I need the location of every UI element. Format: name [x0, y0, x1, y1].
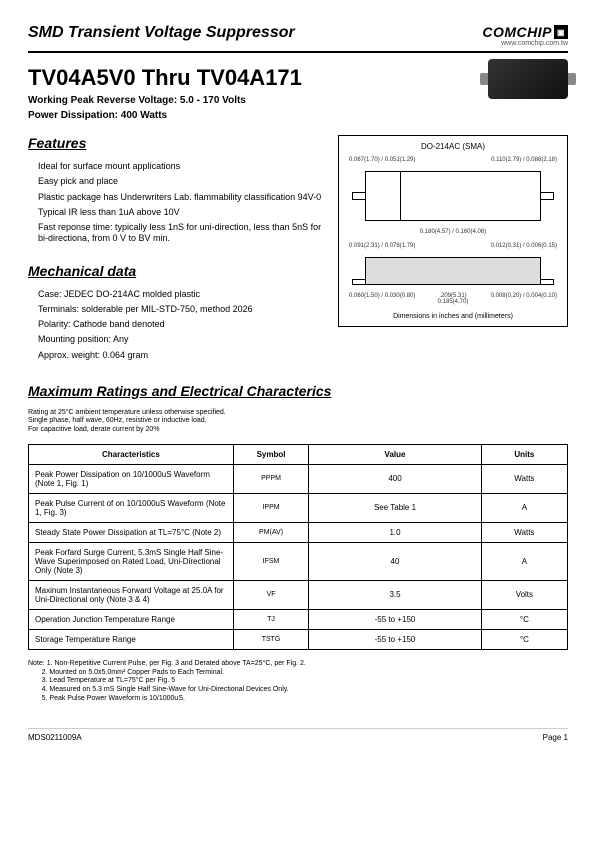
dim-top-bottom: 0.180(4.57) / 0.160(4.06)	[345, 229, 561, 235]
notes-label: Note:	[28, 660, 45, 667]
col-symbol: Symbol	[233, 444, 308, 464]
features-list: Ideal for surface mount applications Eas…	[28, 161, 326, 245]
package-side-view: 0.091(2.31) / 0.078(1.79) 0.012(0.31) / …	[345, 243, 561, 305]
page-footer: MDS0211009A Page 1	[28, 728, 568, 742]
ratings-table-body: Peak Power Dissipation on 10/1000uS Wave…	[29, 464, 568, 649]
dim-top-right: 0.110(2.79) / 0.086(2.18)	[491, 157, 557, 163]
table-row: Operation Junction Temperature RangeTJ-5…	[29, 609, 568, 629]
note-item: 5. Peak Pulse Power Waveform is 10/1000u…	[42, 695, 185, 702]
package-top-view: 0.067(1.70) / 0.051(1.29) 0.110(2.79) / …	[345, 157, 561, 235]
note-item: 1. Non-Repetitive Current Pulse, per Fig…	[47, 660, 306, 667]
package-drawing-box: DO-214AC (SMA) 0.067(1.70) / 0.051(1.29)…	[338, 135, 568, 327]
mech-item: Terminals: solderable per MIL-STD-750, m…	[38, 304, 326, 315]
table-row: Storage Temperature RangeTSTG-55 to +150…	[29, 629, 568, 649]
table-row: Peak Forfard Surge Current, 5.3mS Single…	[29, 542, 568, 580]
note-item: 4. Measured on 5.3 mS Single Half Sine-W…	[42, 686, 289, 693]
ratings-table: Characteristics Symbol Value Units Peak …	[28, 444, 568, 650]
package-caption: Dimensions in inches and (millimeters)	[345, 313, 561, 320]
footer-docnum: MDS0211009A	[28, 733, 82, 742]
table-row: Peak Pulse Current of on 10/1000uS Wavef…	[29, 493, 568, 522]
company-logo: COMCHIP ▣	[482, 24, 568, 40]
doc-title: SMD Transient Voltage Suppressor	[28, 24, 295, 42]
mech-item: Polarity: Cathode band denoted	[38, 319, 326, 330]
table-row: Peak Power Dissipation on 10/1000uS Wave…	[29, 464, 568, 493]
col-value: Value	[309, 444, 481, 464]
feature-item: Easy pick and place	[38, 176, 326, 187]
ratings-heading: Maximum Ratings and Electrical Character…	[28, 383, 568, 399]
note-item: 3. Lead Temperature at TL=75°C per Fig. …	[42, 677, 175, 684]
page-header: SMD Transient Voltage Suppressor COMCHIP…	[28, 24, 568, 53]
logo-url: www.comchip.com.tw	[482, 40, 568, 47]
package-label: DO-214AC (SMA)	[345, 142, 561, 151]
feature-item: Plastic package has Underwriters Lab. fl…	[38, 192, 326, 203]
mech-item: Case: JEDEC DO-214AC molded plastic	[38, 289, 326, 300]
dim-b: 0.091(2.31) / 0.078(1.79)	[349, 243, 415, 249]
table-row: Steady State Power Dissipation at TL=75°…	[29, 522, 568, 542]
logo-text: COMCHIP	[482, 24, 552, 40]
mech-item: Mounting position: Any	[38, 334, 326, 345]
dim-c: 0.060(1.50) / 0.030(0.80)	[349, 293, 415, 299]
note-item: 2. Mounted on 5.0x5.0mm² Copper Pads to …	[42, 669, 224, 676]
component-photo	[488, 59, 568, 99]
dim-top-left: 0.067(1.70) / 0.051(1.29)	[349, 157, 415, 163]
dim-a: 0.012(0.31) / 0.006(0.15)	[491, 243, 557, 249]
features-heading: Features	[28, 135, 326, 151]
dim-f: 0.008(0.20) / 0.004(0.10)	[491, 293, 557, 299]
mech-item: Approx. weight: 0.064 gram	[38, 350, 326, 361]
spec-line-2: Power Dissipation: 400 Watts	[28, 110, 302, 121]
logo-icon: ▣	[554, 25, 568, 39]
col-units: Units	[481, 444, 567, 464]
mechanical-heading: Mechanical data	[28, 263, 326, 279]
footer-pagenum: Page 1	[543, 733, 568, 742]
logo-block: COMCHIP ▣ www.comchip.com.tw	[482, 24, 568, 47]
ratings-condition-note: Rating at 25°C ambient temperature unles…	[28, 409, 568, 434]
mechanical-list: Case: JEDEC DO-214AC molded plastic Term…	[28, 289, 326, 361]
feature-item: Ideal for surface mount applications	[38, 161, 326, 172]
col-characteristics: Characteristics	[29, 444, 234, 464]
dim-e: 0.185(4.70)	[345, 299, 561, 305]
spec-line-1: Working Peak Reverse Voltage: 5.0 - 170 …	[28, 95, 302, 106]
feature-item: Typical IR less than 1uA above 10V	[38, 207, 326, 218]
footnotes: Note: 1. Non-Repetitive Current Pulse, p…	[28, 660, 568, 704]
feature-item: Fast reponse time: typically less 1nS fo…	[38, 222, 326, 245]
table-row: Maxinum Instantaneous Forward Voltage at…	[29, 580, 568, 609]
part-number-title: TV04A5V0 Thru TV04A171	[28, 65, 302, 91]
